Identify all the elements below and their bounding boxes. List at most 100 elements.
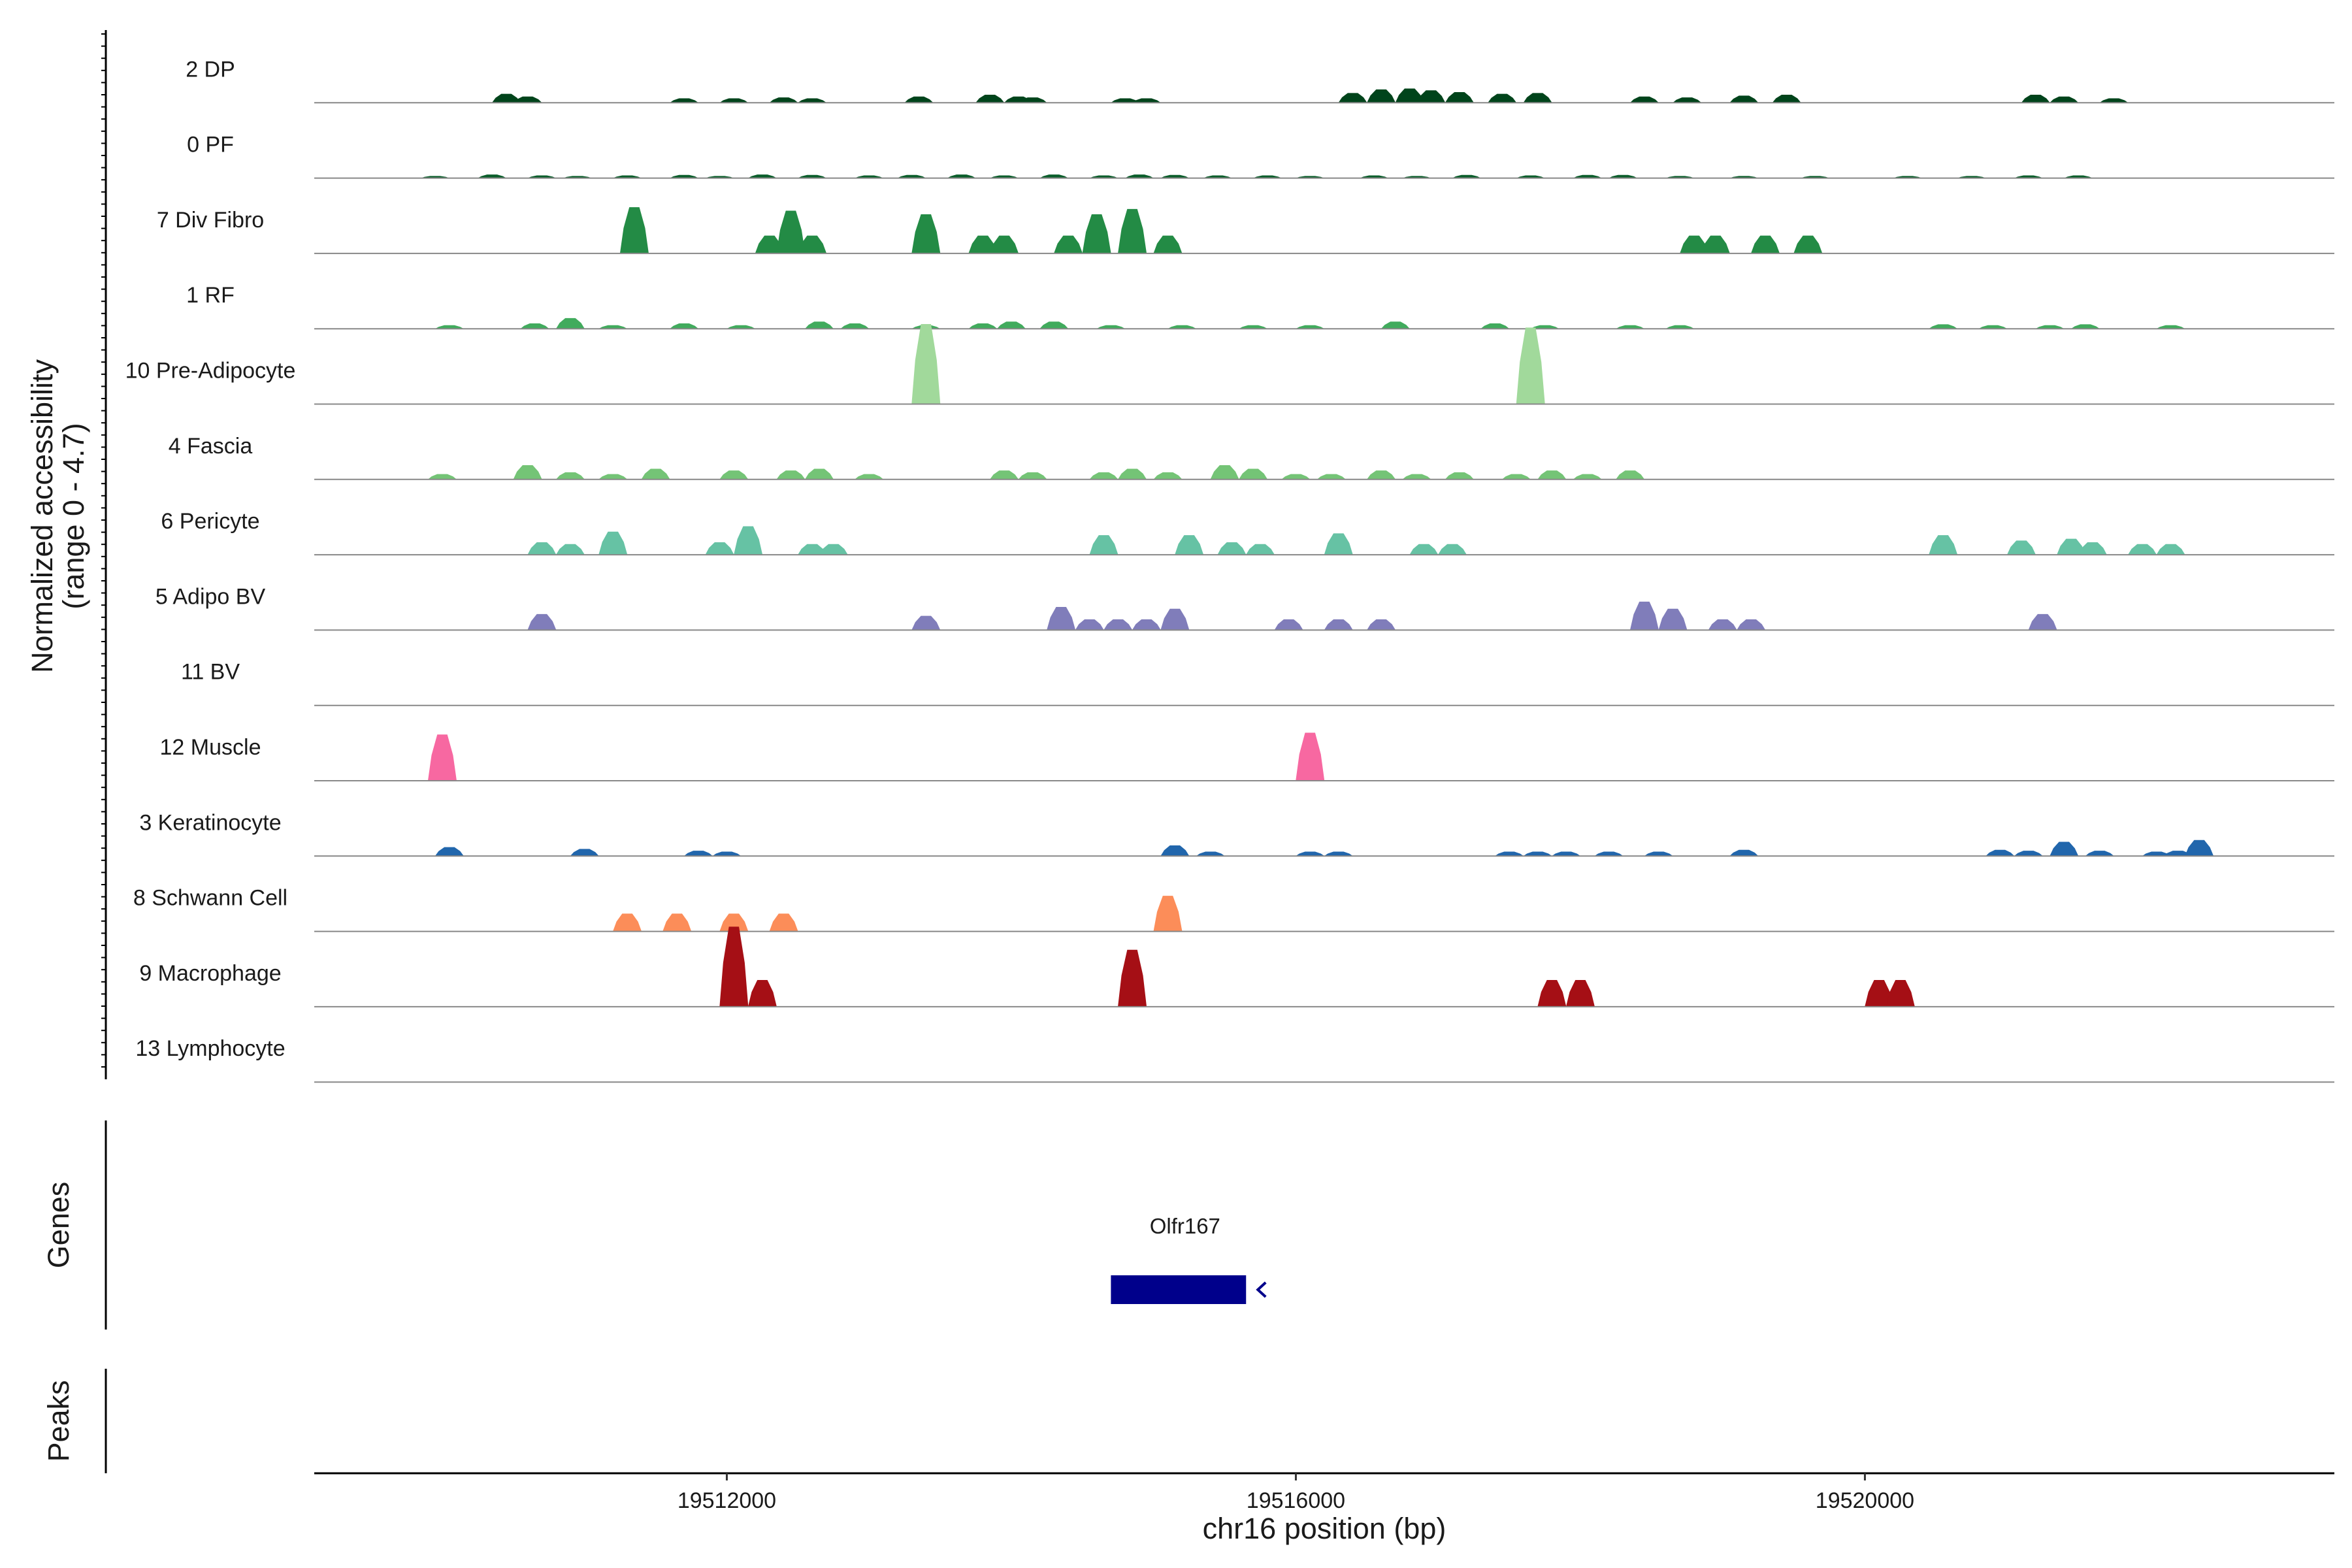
track-label: 3 Keratinocyte — [139, 810, 281, 835]
coverage-peak — [1153, 896, 1183, 932]
coverage-peak — [570, 849, 599, 857]
coverage-peak — [1239, 468, 1268, 480]
coverage-peak — [1367, 619, 1396, 630]
coverage-peak — [734, 526, 763, 555]
x-tick-label: 19516000 — [1247, 1488, 1345, 1513]
x-axis-ticks: 19512000 19516000 19520000 — [678, 1473, 1914, 1513]
coverage-peak — [1737, 619, 1766, 630]
coverage-peak — [1132, 619, 1161, 630]
coverage-peak — [1609, 174, 1638, 178]
coverage-peak — [683, 851, 713, 857]
coverage-peak — [1111, 98, 1140, 103]
coverage-peak — [527, 175, 557, 178]
genes-panel-label: Genes — [42, 1182, 75, 1269]
coverage-peak — [613, 175, 642, 178]
coverage-peak — [1096, 325, 1126, 329]
coverage-peak — [2099, 98, 2129, 103]
coverage-peak — [2156, 544, 2185, 555]
coverage-peak — [1168, 325, 1197, 329]
coverage-peak — [776, 470, 806, 480]
coverage-peak — [1537, 470, 1567, 480]
coverage-peak — [1537, 980, 1567, 1007]
coverage-peak — [1054, 235, 1083, 253]
coverage-peak — [968, 323, 998, 329]
coverage-peak — [1402, 474, 1431, 480]
coverage-peak — [1203, 175, 1232, 178]
track-2-dp: 2 DP — [186, 57, 2334, 104]
coverage-peak — [1153, 472, 1183, 480]
coverage-peak — [1480, 323, 1510, 329]
gene-strand-arrow — [1256, 1281, 1267, 1298]
coverage-peak — [613, 913, 642, 932]
coverage-peak — [1552, 851, 1581, 857]
coverage-peak — [1516, 327, 1545, 404]
track-label: 4 Fascia — [169, 434, 253, 459]
coverage-peak — [975, 95, 1005, 103]
coverage-peak — [904, 96, 934, 103]
coverage-peak — [2014, 175, 2043, 178]
coverage-peak — [1246, 544, 1275, 555]
coverage-peak — [1089, 175, 1119, 178]
coverage-peak — [1978, 325, 2008, 329]
coverage-peak — [1793, 235, 1823, 253]
coverage-peak — [2006, 540, 2036, 555]
y-axis-label-line2: (range 0 - 4.7) — [57, 423, 90, 609]
coverage-peak — [712, 851, 742, 857]
coverage-peak — [1516, 175, 1545, 178]
peaks-panel-label: Peaks — [42, 1380, 75, 1462]
x-axis-title: chr16 position (bp) — [1203, 1512, 1446, 1545]
coverage-peak — [2028, 613, 2057, 630]
coverage-peak — [1751, 235, 1780, 253]
coverage-peak — [840, 323, 870, 329]
coverage-peak — [1772, 95, 1801, 103]
coverage-peak — [776, 210, 806, 253]
coverage-peak — [1488, 93, 1517, 103]
coverage-peak — [1324, 619, 1353, 630]
peaks-panel: Peaks — [42, 1369, 107, 1473]
coverage-peak — [527, 542, 557, 555]
coverage-peak — [911, 214, 941, 253]
coverage-peak — [968, 235, 998, 253]
coverage-peak — [1929, 535, 1958, 555]
coverage-peak — [1103, 619, 1133, 630]
track-1-rf: 1 RF — [186, 283, 2334, 330]
coverage-peak — [1680, 235, 1709, 253]
coverage-peak — [2128, 544, 2157, 555]
coverage-peak — [641, 468, 670, 480]
track-label: 2 DP — [186, 57, 235, 82]
coverage-peak — [527, 613, 557, 630]
coverage-peak — [555, 318, 585, 329]
track-5-adipo-bv: 5 Adipo BV — [155, 584, 2334, 631]
coverage-peak — [755, 235, 784, 253]
coverage-peak — [555, 544, 585, 555]
coverage-peak — [911, 323, 941, 404]
coverage-peak — [947, 174, 976, 178]
coverage-peak — [1729, 849, 1759, 857]
coverage-peak — [1296, 732, 1325, 781]
coverage-peak — [1018, 472, 1047, 480]
coverage-peak — [1132, 98, 1161, 103]
coverage-peak — [911, 615, 941, 630]
coverage-peak — [2142, 851, 2171, 857]
coverage-peak — [1616, 325, 1645, 329]
coverage-peak — [1296, 325, 1325, 329]
coverage-peak — [996, 321, 1026, 329]
coverage-peak — [1210, 465, 1239, 480]
coverage-peak — [1573, 174, 1602, 178]
gene-body — [1111, 1275, 1247, 1304]
x-tick-label: 19520000 — [1816, 1488, 1914, 1513]
coverage-peak — [2014, 851, 2043, 857]
track-7-div-fibro: 7 Div Fibro — [157, 207, 2334, 254]
coverage-peak — [1196, 851, 1225, 857]
coverage-peak — [719, 470, 749, 480]
coverage-tracks: 2 DP 0 PF 7 Div Fibro 1 RF 10 Pre-Adipocyte 4… — [125, 57, 2334, 1083]
coverage-peak — [1644, 851, 1673, 857]
coverage-peak — [1673, 97, 1702, 103]
coverage-peak — [1075, 619, 1104, 630]
track-10-pre-adipocyte: 10 Pre-Adipocyte — [125, 323, 2334, 405]
track-label: 13 Lymphocyte — [135, 1036, 285, 1061]
coverage-peak — [855, 474, 884, 480]
coverage-peak — [1360, 175, 1389, 178]
track-8-schwann-cell: 8 Schwann Cell — [133, 886, 2334, 932]
